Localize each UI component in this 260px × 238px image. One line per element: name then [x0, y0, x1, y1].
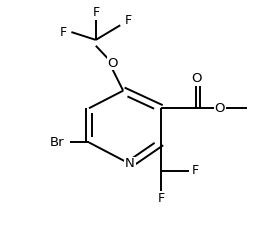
Text: N: N [125, 157, 135, 170]
Text: F: F [158, 192, 165, 205]
Text: O: O [214, 102, 225, 115]
Text: F: F [125, 14, 132, 27]
Text: O: O [107, 57, 118, 70]
Text: O: O [191, 72, 202, 85]
Text: F: F [60, 25, 67, 39]
Text: F: F [192, 164, 199, 177]
Text: F: F [92, 6, 99, 19]
Text: Br: Br [49, 136, 64, 149]
